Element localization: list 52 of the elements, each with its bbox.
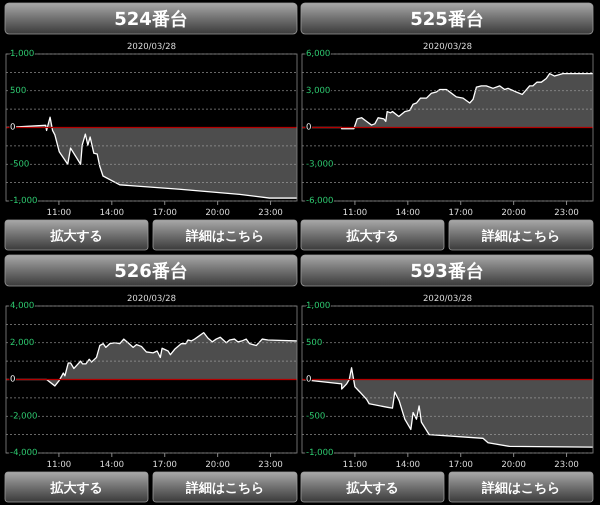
y-tick-label: 4,000 bbox=[10, 301, 34, 311]
y-tick-label: 1,000 bbox=[306, 301, 330, 311]
y-tick-label: 3,000 bbox=[306, 86, 330, 96]
x-tick-label: 11:00 bbox=[342, 208, 368, 218]
text: 詳細はこちら bbox=[185, 480, 264, 496]
x-tick-label: 20:00 bbox=[205, 460, 230, 470]
y-tick-label: 6,000 bbox=[306, 49, 330, 59]
x-tick-label: 11:00 bbox=[46, 208, 72, 218]
chart-subtitle: 2020/03/28 bbox=[127, 294, 176, 304]
x-tick-label: 11:00 bbox=[342, 460, 368, 470]
chart-title: 524番台 bbox=[114, 9, 188, 30]
y-tick-label: -500 bbox=[306, 411, 326, 422]
chart-title: 525番台 bbox=[410, 9, 484, 30]
x-tick-label: 23:00 bbox=[554, 460, 579, 470]
text: 詳細はこちら bbox=[185, 228, 264, 244]
y-tick-label: -3,000 bbox=[306, 159, 334, 170]
x-tick-label: 17:00 bbox=[448, 460, 473, 470]
x-tick-label: 20:00 bbox=[501, 208, 526, 218]
y-tick-label: 500 bbox=[306, 338, 322, 348]
text: 詳細はこちら bbox=[481, 480, 560, 496]
x-tick-label: 20:00 bbox=[501, 460, 526, 470]
chart-subtitle: 2020/03/28 bbox=[127, 42, 176, 52]
y-tick-label: 1,000 bbox=[10, 49, 34, 59]
y-tick-label: -6,000 bbox=[306, 196, 334, 206]
x-tick-label: 23:00 bbox=[258, 460, 283, 470]
x-tick-label: 14:00 bbox=[100, 460, 124, 470]
x-tick-label: 17:00 bbox=[152, 208, 177, 218]
x-tick-label: 17:00 bbox=[448, 208, 473, 218]
x-tick-label: 20:00 bbox=[205, 208, 230, 218]
x-tick-label: 11:00 bbox=[46, 460, 72, 470]
x-tick-label: 17:00 bbox=[152, 460, 177, 470]
y-tick-label: -4,000 bbox=[10, 448, 38, 458]
chart-subtitle: 2020/03/28 bbox=[423, 294, 472, 304]
x-tick-label: 23:00 bbox=[258, 208, 283, 218]
y-tick-label: -500 bbox=[10, 159, 30, 170]
chart-title: 526番台 bbox=[114, 261, 188, 282]
y-tick-label: -1,000 bbox=[10, 196, 38, 206]
x-tick-label: 14:00 bbox=[396, 460, 420, 470]
text: 拡大する bbox=[50, 480, 102, 496]
x-tick-label: 14:00 bbox=[396, 208, 420, 218]
y-tick-label: 2,000 bbox=[10, 338, 34, 348]
y-tick-label: -1,000 bbox=[306, 448, 334, 458]
chart-subtitle: 2020/03/28 bbox=[423, 42, 472, 52]
text: 拡大する bbox=[346, 480, 398, 496]
chart-title: 593番台 bbox=[410, 261, 484, 282]
x-tick-label: 14:00 bbox=[100, 208, 124, 218]
y-tick-label: -2,000 bbox=[10, 411, 38, 422]
text: 拡大する bbox=[50, 228, 102, 244]
x-tick-label: 23:00 bbox=[554, 208, 579, 218]
text: 拡大する bbox=[346, 228, 398, 244]
text: 詳細はこちら bbox=[481, 228, 560, 244]
y-tick-label: 500 bbox=[10, 86, 26, 96]
